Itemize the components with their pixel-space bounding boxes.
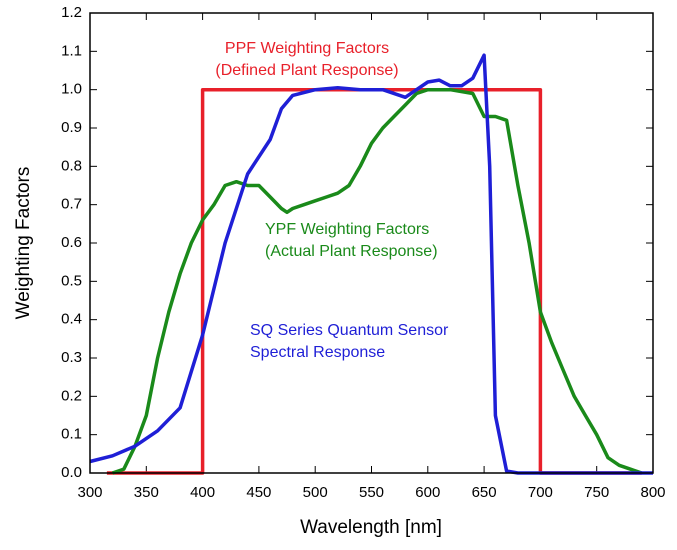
y-tick-label: 0.3 (61, 349, 82, 366)
annotation: (Actual Plant Response) (265, 243, 438, 260)
y-axis-label: Weighting Factors (13, 167, 34, 320)
annotation: Spectral Response (250, 344, 385, 361)
y-tick-label: 0.6 (61, 234, 82, 251)
x-tick-label: 300 (77, 484, 102, 501)
annotation: YPF Weighting Factors (265, 221, 429, 238)
series-line (106, 87, 642, 475)
annotation: SQ Series Quantum Sensor (250, 322, 449, 339)
x-tick-label: 650 (472, 484, 497, 501)
x-tick-label: 750 (584, 484, 609, 501)
series-line (111, 87, 643, 475)
y-tick-label: 0.1 (61, 426, 82, 443)
x-tick-label: 500 (303, 484, 328, 501)
x-tick-label: 450 (246, 484, 271, 501)
y-tick-label: 0.9 (61, 119, 82, 136)
y-tick-label: 0.8 (61, 157, 82, 174)
x-tick-label: 350 (134, 484, 159, 501)
y-tick-label: 1.1 (61, 42, 82, 59)
x-axis-label: Wavelength [nm] (300, 517, 442, 538)
y-tick-label: 0.2 (61, 387, 82, 404)
y-tick-label: 1.0 (61, 81, 82, 98)
x-tick-label: 600 (415, 484, 440, 501)
y-tick-label: 1.2 (61, 4, 82, 21)
x-tick-label: 550 (359, 484, 384, 501)
annotation: PPF Weighting Factors (225, 40, 389, 57)
series-line (89, 53, 653, 475)
y-tick-label: 0.7 (61, 196, 82, 213)
x-tick-label: 400 (190, 484, 215, 501)
x-tick-label: 700 (528, 484, 553, 501)
y-tick-label: 0.4 (61, 311, 82, 328)
plot-frame (89, 12, 654, 474)
y-tick-label: 0.5 (61, 272, 82, 289)
y-tick-label: 0.0 (61, 464, 82, 481)
annotation: (Defined Plant Response) (215, 62, 398, 79)
x-tick-label: 800 (640, 484, 665, 501)
